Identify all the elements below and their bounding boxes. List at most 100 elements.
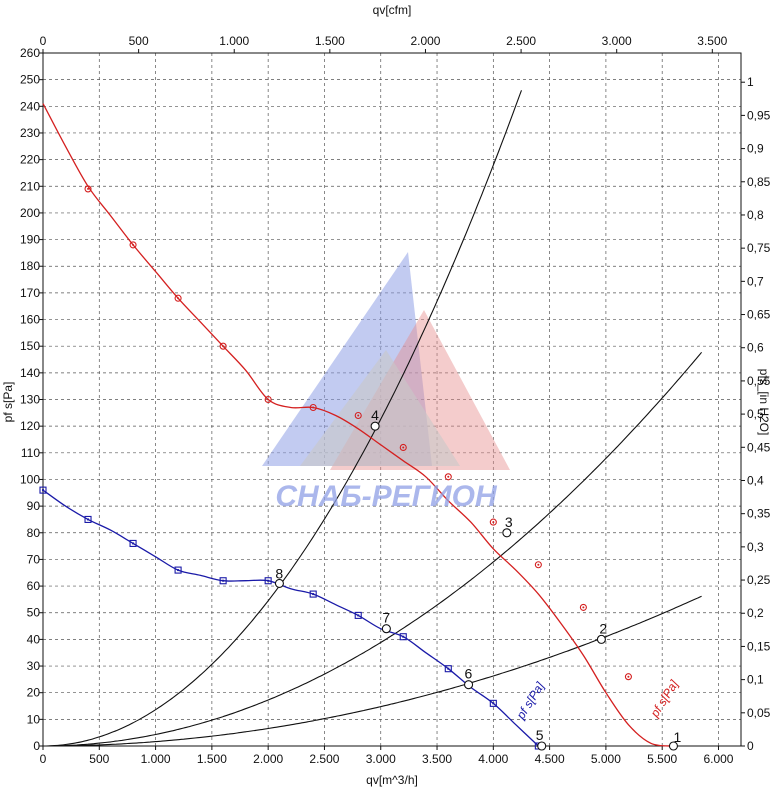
y-left-tick-label: 150	[20, 339, 40, 353]
y-left-tick-label: 110	[21, 446, 40, 460]
blue-curve-marker	[309, 590, 317, 598]
red-curve-marker	[264, 395, 272, 404]
operating-point-label-5: 5	[536, 727, 544, 743]
y-right-tick-label: 0,75	[747, 241, 771, 255]
x-bottom-tick-label: 6.000	[703, 752, 733, 766]
blue-curve-marker-dot	[312, 593, 315, 596]
blue-curve-marker-dot	[222, 579, 225, 582]
y-left-tick-label: 190	[20, 233, 40, 247]
x-bottom-tick-label: 0	[40, 752, 47, 766]
y-left-tick-label: 120	[20, 419, 40, 433]
y-left-tick-label: 60	[27, 579, 41, 593]
red-curve-marker	[174, 294, 182, 302]
operating-point-label-7: 7	[382, 610, 390, 626]
y-right-tick-label: 0,2	[747, 606, 764, 620]
red-curve-marker-dot	[447, 475, 450, 478]
y-right-tick-label: 0,15	[747, 639, 771, 653]
blue-curve-marker	[489, 699, 497, 707]
blue-curve-marker	[84, 515, 92, 523]
x-bottom-tick-label: 1.500	[197, 752, 227, 766]
y-axis-right-title: pfs_[in H2O]	[757, 369, 771, 436]
red-curve-marker-dot	[537, 563, 540, 566]
x-top-tick-label: 500	[129, 34, 149, 48]
operating-point-6	[464, 680, 474, 690]
y-left-tick-label: 200	[20, 206, 40, 220]
y-left-tick-label: 230	[20, 126, 40, 140]
blue-curve-marker-dot	[267, 579, 270, 582]
y-left-tick-label: 130	[20, 393, 40, 407]
operating-point-label-8: 8	[275, 565, 283, 581]
x-bottom-tick-label: 3.500	[422, 752, 452, 766]
blue-curve-marker	[444, 665, 452, 673]
operating-point-label-3: 3	[505, 514, 513, 530]
blue-curve-marker-dot	[42, 489, 44, 492]
y-left-tick-label: 30	[27, 659, 41, 673]
y-left-tick-label: 220	[20, 153, 40, 167]
blue-curve-marker-dot	[492, 702, 495, 705]
y-right-tick-label: 0,95	[747, 108, 771, 122]
watermark-text: СНАБ-РЕГИОН	[275, 480, 498, 513]
blue-curve-marker-dot	[357, 614, 360, 617]
red-curve-marker-dot	[87, 187, 90, 190]
y-left-tick-label: 50	[27, 606, 41, 620]
y-right-tick-label: 0,05	[747, 706, 771, 720]
y-left-tick-label: 100	[20, 472, 40, 486]
y-left-tick-label: 20	[27, 686, 41, 700]
red-curve-marker-dot	[627, 675, 630, 678]
y-right-tick-label: 0,4	[747, 473, 764, 487]
y-left-tick-label: 0	[33, 739, 40, 753]
red-curve-marker	[309, 403, 317, 412]
red-curve-marker-dot	[357, 414, 360, 417]
red-curve-marker	[579, 603, 587, 611]
operating-points: 4 3 2 1 8 7 6 5	[274, 407, 681, 751]
grid	[43, 52, 741, 746]
red-curve-marker-dot	[267, 398, 270, 401]
red-curve-marker	[534, 561, 542, 569]
operating-point-4	[370, 421, 380, 431]
x-bottom-tick-label: 5.000	[591, 752, 621, 766]
red-curve-marker	[624, 673, 632, 681]
red-curve-marker	[489, 518, 497, 526]
y-right-tick-label: 0,35	[747, 507, 771, 521]
blue-curve-marker-dot	[132, 542, 135, 545]
y-left-tick-label: 240	[20, 99, 40, 113]
y-right-tick-label: 0,25	[747, 573, 771, 587]
blue-curve-marker	[174, 566, 182, 574]
x-top-tick-label: 1.500	[315, 34, 345, 48]
blue-curve-marker	[39, 486, 47, 494]
operating-point-7	[381, 624, 391, 634]
x-top-tick-label: 2.000	[410, 34, 440, 48]
operating-point-3	[502, 528, 512, 538]
y-left-tick-label: 40	[27, 632, 41, 646]
fan-curve-blue	[42, 489, 539, 747]
red-curve-marker	[84, 185, 92, 193]
y-right-tick-label: 0,8	[747, 208, 764, 222]
axes: 0 500 1.000 1.500 2.000 2.500 3.000 3.500 4.000 4…	[20, 34, 771, 766]
y-left-tick-label: 160	[20, 313, 40, 327]
y-right-tick-label: 0,3	[747, 540, 764, 554]
y-left-tick-label: 260	[20, 46, 40, 60]
operating-point-label-2: 2	[599, 620, 607, 636]
x-top-tick-label: 0	[40, 34, 47, 48]
y-left-tick-label: 140	[20, 366, 40, 380]
x-bottom-tick-label: 5.500	[647, 752, 677, 766]
red-curve-marker	[354, 411, 362, 420]
blue-curve-label: pf s[Pa]	[513, 679, 547, 722]
y-right-tick-label: 0,7	[747, 274, 764, 288]
x-bottom-tick-label: 2.500	[309, 752, 339, 766]
operating-point-2	[596, 634, 606, 644]
blue-curve-marker	[354, 611, 362, 619]
red-curve-marker	[444, 473, 452, 481]
x-bottom-tick-label: 3.000	[366, 752, 396, 766]
y-axis-left-title: pf s[Pa]	[1, 382, 15, 423]
x-bottom-tick-label: 4.000	[478, 752, 508, 766]
y-right-tick-label: 0	[747, 739, 754, 753]
watermark	[262, 252, 510, 470]
x-bottom-tick-label: 2.000	[253, 752, 283, 766]
blue-curve-marker-dot	[402, 635, 405, 638]
y-right-tick-label: 0,1	[747, 673, 764, 687]
system-curve-2	[43, 351, 703, 747]
x-bottom-tick-label: 4.500	[535, 752, 565, 766]
x-axis-top-title: qv[cfm]	[373, 3, 412, 17]
